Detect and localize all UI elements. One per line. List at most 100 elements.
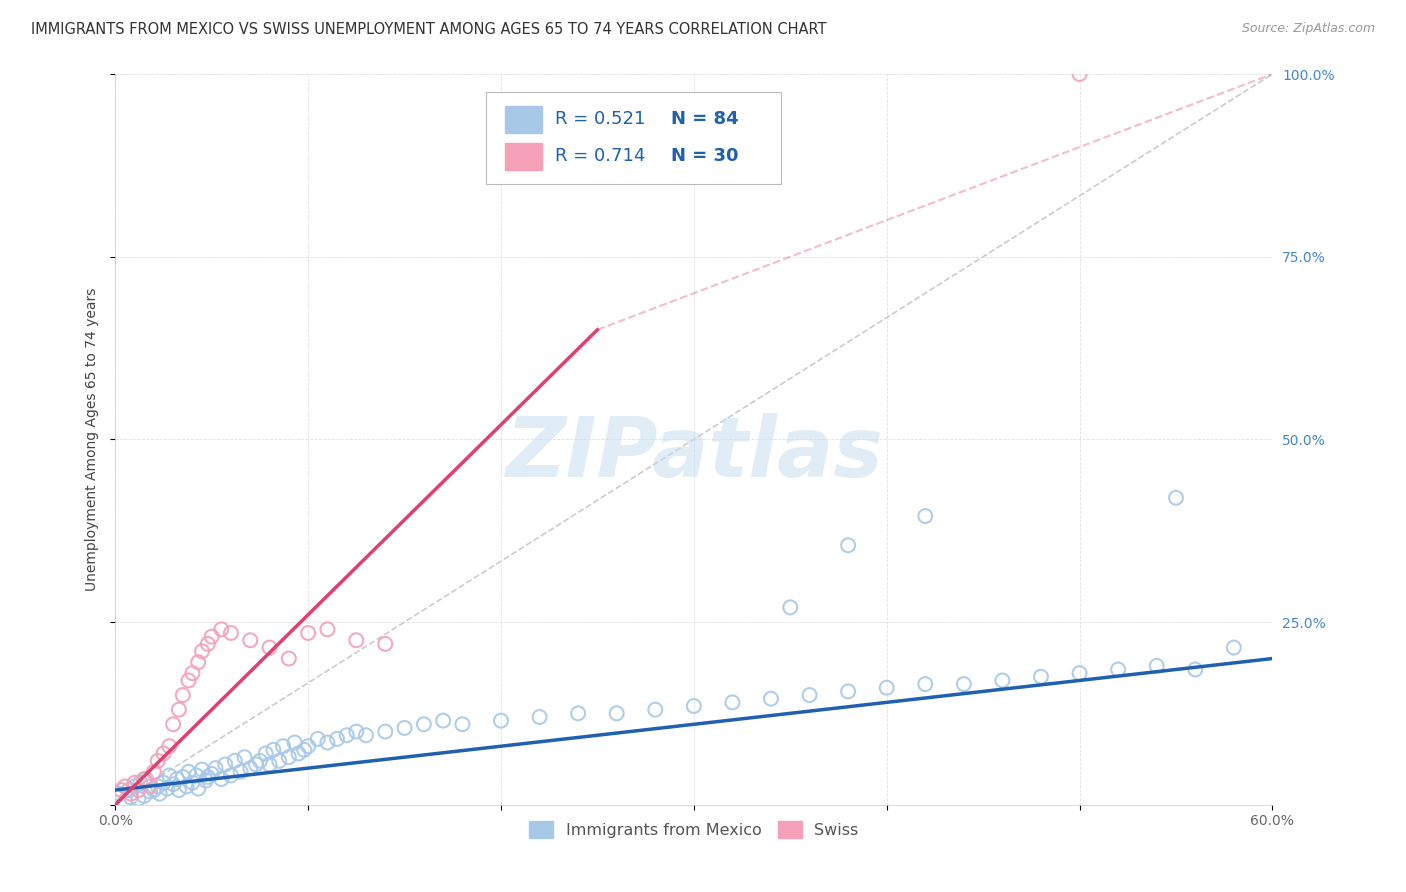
- Point: [1069, 67, 1091, 81]
- Point: [297, 626, 319, 640]
- FancyBboxPatch shape: [485, 92, 780, 184]
- Point: [914, 509, 936, 524]
- Point: [219, 768, 242, 782]
- Point: [219, 626, 242, 640]
- Point: [245, 757, 267, 772]
- Text: N = 30: N = 30: [671, 147, 738, 165]
- Point: [120, 790, 142, 805]
- Bar: [505, 106, 543, 133]
- Point: [991, 673, 1014, 688]
- Point: [120, 787, 142, 801]
- Point: [156, 781, 179, 796]
- Point: [837, 538, 859, 552]
- Point: [172, 770, 194, 784]
- Point: [181, 666, 204, 681]
- Point: [262, 743, 284, 757]
- Point: [194, 773, 217, 788]
- Point: [110, 783, 132, 797]
- Point: [191, 763, 214, 777]
- Text: IMMIGRANTS FROM MEXICO VS SWISS UNEMPLOYMENT AMONG AGES 65 TO 74 YEARS CORRELATI: IMMIGRANTS FROM MEXICO VS SWISS UNEMPLOY…: [31, 22, 827, 37]
- Point: [287, 747, 309, 761]
- Point: [135, 772, 157, 786]
- Point: [176, 780, 198, 794]
- Point: [233, 750, 256, 764]
- Legend: Immigrants from Mexico, Swiss: Immigrants from Mexico, Swiss: [523, 814, 865, 844]
- Point: [229, 764, 252, 779]
- Point: [489, 714, 512, 728]
- Point: [139, 784, 162, 798]
- Point: [1029, 670, 1052, 684]
- Point: [152, 776, 174, 790]
- Point: [394, 721, 416, 735]
- Point: [118, 783, 141, 797]
- Point: [779, 600, 801, 615]
- Point: [307, 731, 329, 746]
- Point: [277, 750, 299, 764]
- Point: [167, 783, 190, 797]
- Point: [186, 768, 208, 782]
- Point: [209, 772, 232, 786]
- Point: [157, 768, 180, 782]
- Point: [451, 717, 474, 731]
- Point: [201, 767, 224, 781]
- Point: [224, 754, 246, 768]
- Point: [201, 630, 224, 644]
- Point: [181, 776, 204, 790]
- Point: [682, 699, 704, 714]
- Point: [114, 794, 136, 808]
- Point: [1184, 663, 1206, 677]
- Point: [134, 772, 156, 786]
- Point: [166, 772, 188, 786]
- Text: N = 84: N = 84: [671, 111, 738, 128]
- Text: R = 0.521: R = 0.521: [555, 111, 645, 128]
- Point: [177, 764, 200, 779]
- Point: [914, 677, 936, 691]
- Point: [1146, 658, 1168, 673]
- Point: [167, 703, 190, 717]
- Point: [799, 688, 821, 702]
- Point: [157, 739, 180, 754]
- Point: [344, 724, 367, 739]
- Point: [297, 739, 319, 754]
- Point: [837, 684, 859, 698]
- Text: ZIPatlas: ZIPatlas: [505, 414, 883, 494]
- Point: [152, 747, 174, 761]
- Point: [269, 754, 291, 768]
- Point: [124, 780, 146, 794]
- Point: [326, 731, 349, 746]
- Point: [239, 761, 262, 775]
- Point: [567, 706, 589, 721]
- Point: [177, 673, 200, 688]
- Point: [277, 651, 299, 665]
- Point: [129, 776, 152, 790]
- Point: [953, 677, 976, 691]
- Point: [259, 640, 281, 655]
- Point: [191, 644, 214, 658]
- Point: [146, 754, 169, 768]
- Point: [759, 691, 782, 706]
- Text: R = 0.714: R = 0.714: [555, 147, 645, 165]
- Point: [249, 754, 271, 768]
- Point: [114, 780, 136, 794]
- Point: [209, 623, 232, 637]
- Point: [127, 783, 149, 797]
- Y-axis label: Unemployment Among Ages 65 to 74 years: Unemployment Among Ages 65 to 74 years: [86, 287, 100, 591]
- Point: [316, 735, 339, 749]
- Point: [374, 724, 396, 739]
- Point: [214, 757, 236, 772]
- Point: [187, 781, 209, 796]
- Point: [146, 780, 169, 794]
- Point: [1107, 663, 1129, 677]
- Point: [284, 735, 307, 749]
- Point: [187, 655, 209, 669]
- Point: [271, 739, 294, 754]
- Point: [139, 780, 162, 794]
- Point: [412, 717, 434, 731]
- Point: [876, 681, 898, 695]
- Point: [197, 637, 219, 651]
- Point: [432, 714, 454, 728]
- Point: [721, 695, 744, 709]
- Point: [606, 706, 628, 721]
- Point: [374, 637, 396, 651]
- Point: [644, 703, 666, 717]
